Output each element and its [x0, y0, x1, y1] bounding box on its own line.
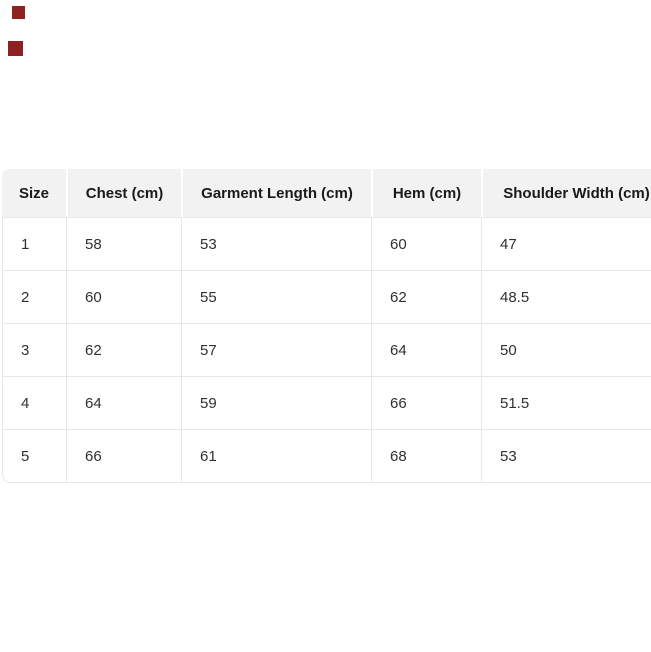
broken-image-icon: [8, 41, 23, 56]
cell-hem: 68: [371, 429, 481, 483]
table-row: 5 66 61 68 53: [2, 429, 651, 483]
size-chart-table: Size Chest (cm) Garment Length (cm) Hem …: [2, 169, 651, 483]
column-header-shoulder-width: Shoulder Width (cm): [481, 169, 651, 217]
cell-garment-length: 59: [181, 376, 371, 429]
column-header-hem: Hem (cm): [371, 169, 481, 217]
table-row: 3 62 57 64 50: [2, 323, 651, 376]
column-header-chest: Chest (cm): [66, 169, 181, 217]
cell-hem: 60: [371, 217, 481, 270]
cell-garment-length: 61: [181, 429, 371, 483]
cell-hem: 66: [371, 376, 481, 429]
cell-garment-length: 53: [181, 217, 371, 270]
table-row: 4 64 59 66 51.5: [2, 376, 651, 429]
cell-shoulder-width: 51.5: [481, 376, 651, 429]
column-header-size: Size: [2, 169, 66, 217]
cell-shoulder-width: 50: [481, 323, 651, 376]
cell-hem: 62: [371, 270, 481, 323]
cell-size: 5: [2, 429, 66, 483]
cell-hem: 64: [371, 323, 481, 376]
cell-garment-length: 55: [181, 270, 371, 323]
table-row: 1 58 53 60 47: [2, 217, 651, 270]
header-row: Size Chest (cm) Garment Length (cm) Hem …: [2, 169, 651, 217]
cell-size: 4: [2, 376, 66, 429]
size-chart-container: Size Chest (cm) Garment Length (cm) Hem …: [2, 169, 651, 483]
cell-chest: 60: [66, 270, 181, 323]
cell-chest: 62: [66, 323, 181, 376]
cell-shoulder-width: 48.5: [481, 270, 651, 323]
cell-garment-length: 57: [181, 323, 371, 376]
cell-size: 3: [2, 323, 66, 376]
cell-shoulder-width: 47: [481, 217, 651, 270]
table-row: 2 60 55 62 48.5: [2, 270, 651, 323]
cell-shoulder-width: 53: [481, 429, 651, 483]
cell-chest: 58: [66, 217, 181, 270]
column-header-garment-length: Garment Length (cm): [181, 169, 371, 217]
cell-size: 1: [2, 217, 66, 270]
cell-size: 2: [2, 270, 66, 323]
broken-image-icon: [12, 6, 25, 19]
cell-chest: 66: [66, 429, 181, 483]
cell-chest: 64: [66, 376, 181, 429]
